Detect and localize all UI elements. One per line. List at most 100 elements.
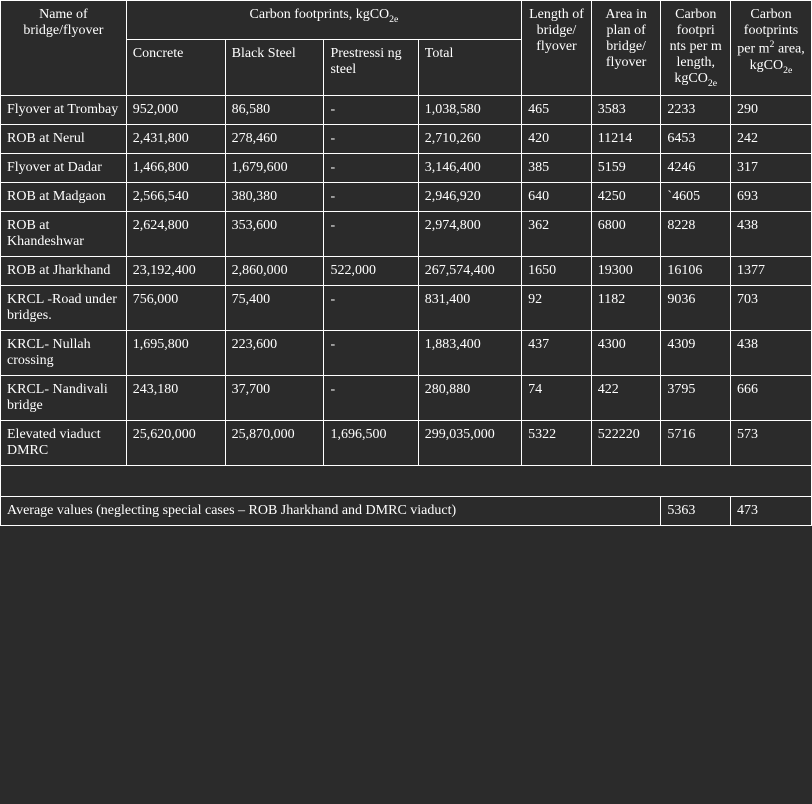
cell-name: ROB at Madgaon bbox=[1, 182, 127, 211]
cell-concrete: 25,620,000 bbox=[126, 420, 225, 465]
cell-length: 5322 bbox=[522, 420, 592, 465]
cell-pre-steel: - bbox=[324, 285, 418, 330]
header-cf-per-length: Carbon footpri nts per m length, kgCO2e bbox=[661, 1, 731, 96]
cell-black-steel: 380,380 bbox=[225, 182, 324, 211]
cell-concrete: 2,624,800 bbox=[126, 211, 225, 256]
cell-cf-area: 242 bbox=[731, 124, 812, 153]
cell-area: 522220 bbox=[591, 420, 661, 465]
cell-cf-len: 2233 bbox=[661, 95, 731, 124]
cell-area: 6800 bbox=[591, 211, 661, 256]
cell-length: 74 bbox=[522, 375, 592, 420]
cell-total: 267,574,400 bbox=[418, 256, 521, 285]
cell-cf-len: 16106 bbox=[661, 256, 731, 285]
cell-pre-steel: - bbox=[324, 182, 418, 211]
cell-area: 11214 bbox=[591, 124, 661, 153]
cell-black-steel: 86,580 bbox=[225, 95, 324, 124]
header-cf-per-area: Carbon footprints per m2 area, kgCO2e bbox=[731, 1, 812, 96]
cell-total: 280,880 bbox=[418, 375, 521, 420]
header-area: Area in plan of bridge/ flyover bbox=[591, 1, 661, 96]
cell-pre-steel: 522,000 bbox=[324, 256, 418, 285]
cell-area: 1182 bbox=[591, 285, 661, 330]
cell-pre-steel: - bbox=[324, 375, 418, 420]
cell-concrete: 756,000 bbox=[126, 285, 225, 330]
footer-cf-len: 5363 bbox=[661, 496, 731, 525]
cell-pre-steel: - bbox=[324, 95, 418, 124]
table-row: ROB at Jharkhand23,192,4002,860,000522,0… bbox=[1, 256, 812, 285]
cell-name: Elevated viaduct DMRC bbox=[1, 420, 127, 465]
cell-total: 1,883,400 bbox=[418, 330, 521, 375]
footer-cf-area: 473 bbox=[731, 496, 812, 525]
cell-black-steel: 2,860,000 bbox=[225, 256, 324, 285]
cell-cf-len: 9036 bbox=[661, 285, 731, 330]
cell-name: Flyover at Trombay bbox=[1, 95, 127, 124]
cell-area: 5159 bbox=[591, 153, 661, 182]
table-row: KRCL- Nandivali bridge243,18037,700-280,… bbox=[1, 375, 812, 420]
header-carbon-group: Carbon footprints, kgCO2e bbox=[126, 1, 521, 40]
cell-cf-area: 1377 bbox=[731, 256, 812, 285]
table-row: KRCL- Nullah crossing1,695,800223,600-1,… bbox=[1, 330, 812, 375]
cell-total: 2,946,920 bbox=[418, 182, 521, 211]
cell-concrete: 1,695,800 bbox=[126, 330, 225, 375]
cell-cf-area: 317 bbox=[731, 153, 812, 182]
cell-cf-area: 438 bbox=[731, 211, 812, 256]
cell-area: 19300 bbox=[591, 256, 661, 285]
cell-name: Flyover at Dadar bbox=[1, 153, 127, 182]
cell-area: 422 bbox=[591, 375, 661, 420]
table-row: ROB at Nerul2,431,800278,460-2,710,26042… bbox=[1, 124, 812, 153]
table-row: Elevated viaduct DMRC25,620,00025,870,00… bbox=[1, 420, 812, 465]
table-row: Flyover at Dadar1,466,8001,679,600-3,146… bbox=[1, 153, 812, 182]
cell-concrete: 1,466,800 bbox=[126, 153, 225, 182]
table-row: ROB at Madgaon2,566,540380,380-2,946,920… bbox=[1, 182, 812, 211]
cell-total: 831,400 bbox=[418, 285, 521, 330]
cell-length: 92 bbox=[522, 285, 592, 330]
cell-length: 385 bbox=[522, 153, 592, 182]
table-row: Flyover at Trombay952,00086,580-1,038,58… bbox=[1, 95, 812, 124]
cell-total: 1,038,580 bbox=[418, 95, 521, 124]
cell-pre-steel: - bbox=[324, 330, 418, 375]
footer-label: Average values (neglecting special cases… bbox=[1, 496, 661, 525]
cell-cf-area: 290 bbox=[731, 95, 812, 124]
table-header: Name of bridge/flyover Carbon footprints… bbox=[1, 1, 812, 96]
cell-name: ROB at Nerul bbox=[1, 124, 127, 153]
table-row: ROB at Khandeshwar2,624,800353,600-2,974… bbox=[1, 211, 812, 256]
cell-black-steel: 1,679,600 bbox=[225, 153, 324, 182]
cell-cf-len: 3795 bbox=[661, 375, 731, 420]
cell-cf-len: 6453 bbox=[661, 124, 731, 153]
cell-area: 4300 bbox=[591, 330, 661, 375]
cell-black-steel: 353,600 bbox=[225, 211, 324, 256]
table-blank-row bbox=[1, 465, 812, 496]
cell-concrete: 23,192,400 bbox=[126, 256, 225, 285]
cell-name: KRCL- Nandivali bridge bbox=[1, 375, 127, 420]
cell-cf-area: 573 bbox=[731, 420, 812, 465]
subheader-concrete: Concrete bbox=[126, 39, 225, 95]
cell-concrete: 952,000 bbox=[126, 95, 225, 124]
cell-cf-len: 4309 bbox=[661, 330, 731, 375]
cell-cf-area: 666 bbox=[731, 375, 812, 420]
cell-name: KRCL- Nullah crossing bbox=[1, 330, 127, 375]
table-row: KRCL -Road under bridges.756,00075,400-8… bbox=[1, 285, 812, 330]
cell-length: 362 bbox=[522, 211, 592, 256]
cell-name: ROB at Khandeshwar bbox=[1, 211, 127, 256]
cell-concrete: 243,180 bbox=[126, 375, 225, 420]
cell-cf-len: 5716 bbox=[661, 420, 731, 465]
cell-length: 1650 bbox=[522, 256, 592, 285]
cell-black-steel: 223,600 bbox=[225, 330, 324, 375]
subheader-prestressing-steel: Prestressi ng steel bbox=[324, 39, 418, 95]
cell-black-steel: 278,460 bbox=[225, 124, 324, 153]
header-length: Length of bridge/ flyover bbox=[522, 1, 592, 96]
cell-black-steel: 37,700 bbox=[225, 375, 324, 420]
cell-area: 3583 bbox=[591, 95, 661, 124]
table-body: Flyover at Trombay952,00086,580-1,038,58… bbox=[1, 95, 812, 465]
cell-pre-steel: - bbox=[324, 211, 418, 256]
cell-cf-area: 693 bbox=[731, 182, 812, 211]
carbon-footprints-table: Name of bridge/flyover Carbon footprints… bbox=[0, 0, 812, 526]
cell-area: 4250 bbox=[591, 182, 661, 211]
cell-length: 437 bbox=[522, 330, 592, 375]
table-footer-row: Average values (neglecting special cases… bbox=[1, 496, 812, 525]
cell-pre-steel: - bbox=[324, 153, 418, 182]
subheader-black-steel: Black Steel bbox=[225, 39, 324, 95]
cell-black-steel: 75,400 bbox=[225, 285, 324, 330]
cell-total: 2,710,260 bbox=[418, 124, 521, 153]
cell-length: 640 bbox=[522, 182, 592, 211]
cell-name: KRCL -Road under bridges. bbox=[1, 285, 127, 330]
